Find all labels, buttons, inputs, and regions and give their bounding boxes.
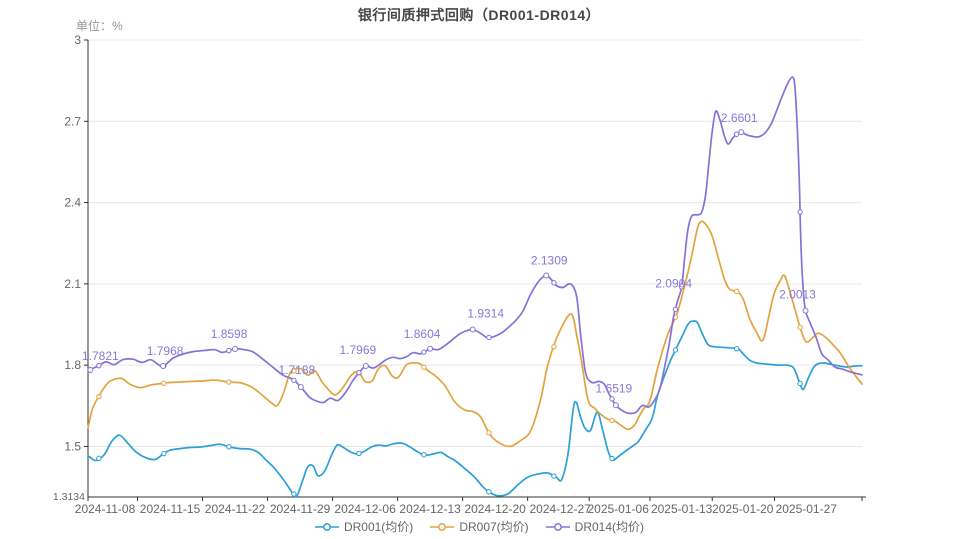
data-point-marker[interactable] — [96, 455, 102, 462]
data-point-marker[interactable] — [356, 450, 362, 457]
legend-item-dr014[interactable]: DR014(均价) — [545, 518, 644, 535]
annotation-marker — [612, 402, 619, 409]
data-point-marker[interactable] — [672, 306, 679, 313]
data-point-marker[interactable] — [291, 377, 297, 383]
x-axis-label: 2025-01-27 — [776, 502, 838, 516]
annotation-marker — [543, 272, 550, 279]
x-axis-label: 2024-11-08 — [75, 502, 136, 516]
data-point-marker[interactable] — [797, 380, 803, 387]
data-point-marker[interactable] — [551, 344, 557, 350]
data-point-marker[interactable] — [226, 347, 232, 354]
legend-item-dr001[interactable]: DR001(均价) — [314, 518, 413, 535]
data-point-marker[interactable] — [226, 379, 232, 385]
x-axis-label: 2025-01-20 — [712, 502, 774, 516]
annotation-label: 2.6601 — [721, 111, 758, 125]
annotation-marker — [738, 129, 745, 136]
annotation-marker — [362, 362, 369, 369]
data-point-marker[interactable] — [609, 417, 615, 424]
annotation-marker — [469, 326, 476, 333]
data-point-marker[interactable] — [733, 288, 740, 295]
data-point-marker[interactable] — [486, 430, 492, 436]
data-point-marker[interactable] — [609, 455, 615, 462]
data-point-marker[interactable] — [96, 393, 102, 400]
x-axis-label: 2024-12-13 — [399, 502, 461, 516]
x-axis-label: 2024-12-20 — [464, 502, 526, 516]
annotation-label: 2.1309 — [531, 253, 568, 267]
series-line-DR007(均价)[interactable] — [87, 220, 863, 448]
data-point-marker[interactable] — [421, 349, 427, 355]
annotation-marker — [87, 367, 94, 374]
annotation-label: 1.7969 — [340, 343, 377, 357]
annotation-label: 1.7188 — [278, 363, 315, 377]
data-point-marker[interactable] — [797, 324, 803, 330]
annotation-label: 1.6519 — [596, 381, 633, 395]
y-axis-label: 2.4 — [64, 196, 81, 210]
data-point-marker[interactable] — [797, 209, 803, 215]
annotation-label: 1.8604 — [404, 327, 441, 341]
y-axis-label: 2.7 — [64, 114, 81, 128]
annotation-marker — [297, 384, 304, 391]
chart-title: 银行间质押式回购（DR001-DR014） — [357, 7, 601, 23]
data-point-marker[interactable] — [161, 380, 167, 386]
annotation-label: 1.7821 — [82, 349, 119, 363]
legend-label: DR001(均价) — [343, 520, 414, 534]
x-axis-label: 2025-01-06 — [587, 502, 649, 516]
x-axis-label: 2024-12-06 — [334, 502, 396, 516]
annotation-label: 1.7968 — [147, 344, 184, 358]
annotation-marker — [427, 345, 434, 352]
data-point-marker[interactable] — [551, 473, 557, 479]
data-point-marker[interactable] — [161, 450, 167, 457]
data-point-marker[interactable] — [96, 362, 102, 369]
series-line-DR001(均价)[interactable] — [87, 320, 863, 498]
annotation-marker — [678, 283, 685, 290]
annotation-label: 1.9314 — [467, 307, 504, 321]
x-axis-label: 2024-11-22 — [205, 502, 266, 516]
data-point-marker[interactable] — [672, 347, 679, 353]
legend-item-dr007[interactable]: DR007(均价) — [429, 518, 529, 535]
y-axis-label: 1.8 — [64, 358, 81, 372]
unit-label: 单位：% — [76, 19, 123, 33]
data-point-marker[interactable] — [609, 396, 615, 402]
legend-marker-dr014 — [545, 522, 570, 531]
annotation-marker — [232, 345, 239, 352]
annotation-label: 2.0904 — [655, 276, 692, 290]
data-point-marker[interactable] — [486, 334, 492, 341]
y-axis-label: 2.1 — [64, 277, 81, 291]
data-point-marker[interactable] — [421, 364, 427, 370]
x-axis-label: 2024-11-29 — [270, 502, 331, 516]
data-point-marker[interactable] — [291, 368, 297, 374]
data-point-marker[interactable] — [486, 489, 492, 495]
data-point-marker[interactable] — [733, 131, 740, 137]
x-axis-label: 2024-11-15 — [140, 502, 201, 516]
series-line-DR014(均价)[interactable] — [87, 76, 863, 415]
annotation-label: 1.8598 — [211, 327, 248, 341]
legend-marker-dr001 — [314, 522, 339, 531]
data-point-marker[interactable] — [551, 280, 557, 286]
data-point-marker[interactable] — [733, 345, 740, 352]
y-axis-min-label: 1.3134 — [53, 491, 85, 503]
legend: DR001(均价) DR007(均价) DR014(均价) — [0, 518, 958, 535]
y-axis-label: 3 — [74, 33, 81, 47]
x-axis-label: 2024-12-27 — [529, 502, 591, 516]
x-axis-label: 2025-01-13 — [651, 502, 713, 516]
y-axis-label: 1.5 — [64, 439, 81, 453]
legend-label: DR014(均价) — [574, 520, 645, 534]
data-point-marker[interactable] — [356, 370, 362, 376]
data-point-marker[interactable] — [421, 452, 427, 458]
annotation-marker — [160, 363, 167, 370]
legend-label: DR007(均价) — [459, 520, 529, 534]
data-point-marker[interactable] — [291, 491, 297, 497]
data-point-marker[interactable] — [226, 444, 232, 450]
annotation-marker — [802, 307, 809, 314]
legend-marker-dr007 — [430, 522, 455, 531]
annotation-label: 2.0013 — [779, 288, 816, 302]
